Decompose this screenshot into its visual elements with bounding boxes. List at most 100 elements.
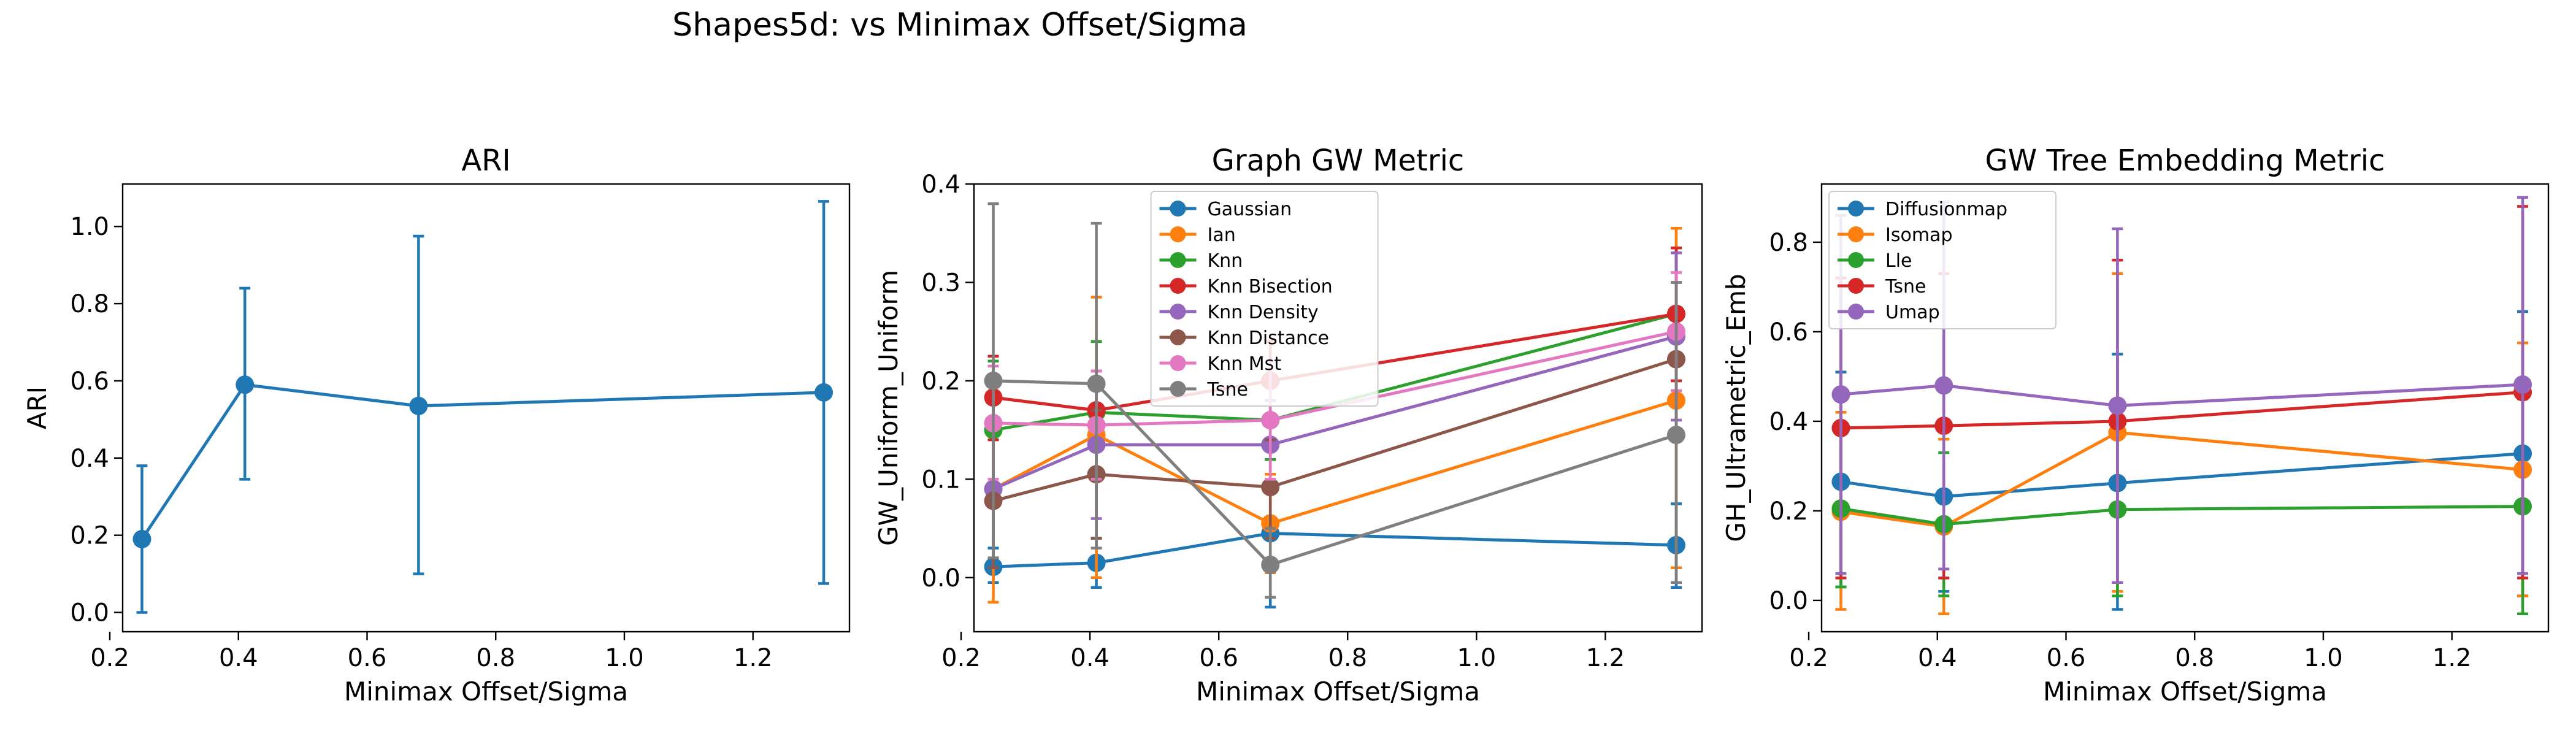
legend-swatch-marker [1170,201,1186,217]
x-tick-label: 0.6 [2047,644,2086,672]
x-tick-label: 1.0 [1457,644,1497,672]
subplots: ARI 0.2 0.4 0.6 0.8 1.0 1.2 0.0 0.2 0.4 0.6 0.8 1.0 M… [22,144,2550,707]
plot-frame [973,183,1703,633]
x-tick-label: 0.2 [941,644,981,672]
y-tick-label: 0.0 [1769,587,1808,615]
y-tick-label: 1.0 [70,213,109,241]
legend-swatch-marker [1170,226,1186,242]
subplot-2: Graph GW Metric 0.2 0.4 0.6 0.8 1.0 1.2 0.0 0.1 0… [873,144,1703,707]
series-line [992,358,1677,503]
x-tick-label: 0.2 [1789,644,1828,672]
legend-label: Knn [1208,250,1243,272]
x-tick-label: 1.2 [734,644,773,672]
x-tick-label: 0.8 [2175,644,2214,672]
series-line [1841,451,2523,499]
legend-label: Knn Distance [1208,328,1329,349]
series-line [1841,383,2523,407]
data-point [236,375,255,394]
series-line [992,335,1677,491]
data-point [815,383,834,402]
legend-label: Isomap [1885,224,1952,246]
y-axis-label: GW_Uniform_Uniform [873,270,903,546]
x-tick-label: 1.2 [1586,644,1625,672]
subplot-title: ARI [461,144,510,178]
x-tick-label: 0.8 [476,644,515,672]
series-line [1841,390,2523,430]
data-point [132,529,151,548]
y-tick-label: 0.1 [921,466,960,494]
y-tick-label: 0.6 [1769,318,1808,347]
series-line [993,330,1677,427]
plot-frame [121,183,851,633]
legend: Gaussian Ian Knn Knn Bisection Knn Density Kn… [1150,191,1379,407]
data-point [1831,385,1850,404]
y-tick-label: 0.4 [1769,408,1808,436]
legend-label: Tsne [1207,379,1248,401]
legend-label: Lle [1885,250,1912,272]
data-point [2513,375,2532,394]
x-axis-label: Minimax Offset/Sigma [344,677,628,707]
data-point [1261,478,1280,497]
x-axis-label: Minimax Offset/Sigma [2043,677,2327,707]
y-tick-label: 0.4 [921,171,960,199]
data-point [1261,555,1280,574]
legend-swatch-marker [1170,278,1186,294]
data-point [1934,376,1953,395]
x-axis-label: Minimax Offset/Sigma [1196,677,1480,707]
y-tick-label: 0.0 [921,564,960,592]
legend-swatch-marker [1848,278,1864,294]
data-point [1666,426,1685,445]
y-tick-label: 0.6 [70,367,109,396]
legend-swatch-marker [1170,252,1186,268]
subplot-3: GW Tree Embedding Metric 0.2 0.4 0.6 0.8 1.0 1… [1721,144,2550,707]
subplot-title: GW Tree Embedding Metric [1985,144,2385,178]
plot-frame [1820,183,2550,633]
y-axis-label: GH_Ultrametric_Emb [1721,274,1751,542]
x-tick-label: 1.2 [2432,644,2472,672]
legend-label: Tsne [1885,276,1926,297]
legend-label: Diffusionmap [1885,199,2007,220]
series-line [993,379,1677,567]
y-tick-label: 0.2 [70,522,109,550]
x-tick-label: 0.8 [1328,644,1367,672]
x-tick-label: 0.6 [1199,644,1238,672]
legend-label: Gaussian [1208,199,1292,220]
data-point [1087,374,1106,393]
subplot-title: Graph GW Metric [1212,144,1465,178]
legend-label: Knn Mst [1208,353,1282,375]
legend-label: Knn Bisection [1208,276,1333,297]
legend-swatch-marker [1848,226,1864,242]
data-point [409,396,428,415]
series-line [140,383,824,540]
legend: Diffusionmap Isomap Lle Tsne Umap [1828,191,2057,329]
series-line [993,312,1677,432]
legend-swatch-marker [1170,355,1186,371]
x-tick-label: 0.4 [1918,644,1957,672]
series-line [1841,431,2523,529]
legend-label: Umap [1885,302,1940,323]
series-1 [132,200,834,614]
y-axis-label: ARI [22,386,52,429]
series-8 [984,202,1685,599]
y-tick-label: 0.0 [70,599,109,627]
y-tick-label: 0.4 [70,445,109,473]
series-line [1841,505,2523,526]
x-tick-label: 1.0 [2304,644,2343,672]
y-tick-label: 0.8 [1769,229,1808,257]
figure-suptitle: Shapes5d: vs Minimax Offset/Sigma [672,7,1248,44]
legend-swatch-marker [1848,252,1864,268]
legend-label: Ian [1208,224,1236,246]
x-tick-label: 0.4 [1070,644,1110,672]
legend-swatch-marker [1170,381,1186,397]
x-tick-label: 0.2 [90,644,129,672]
x-tick-label: 1.0 [605,644,644,672]
series-line [993,532,1677,569]
x-tick-label: 0.6 [348,644,387,672]
x-tick-label: 0.4 [219,644,258,672]
legend-swatch-marker [1170,304,1186,320]
legend-swatch-marker [1848,304,1864,320]
subplot-1: ARI 0.2 0.4 0.6 0.8 1.0 1.2 0.0 0.2 0.4 0.6 0.8 1.0 M… [22,144,851,707]
y-tick-label: 0.3 [921,269,960,297]
legend-swatch-marker [1170,329,1186,345]
